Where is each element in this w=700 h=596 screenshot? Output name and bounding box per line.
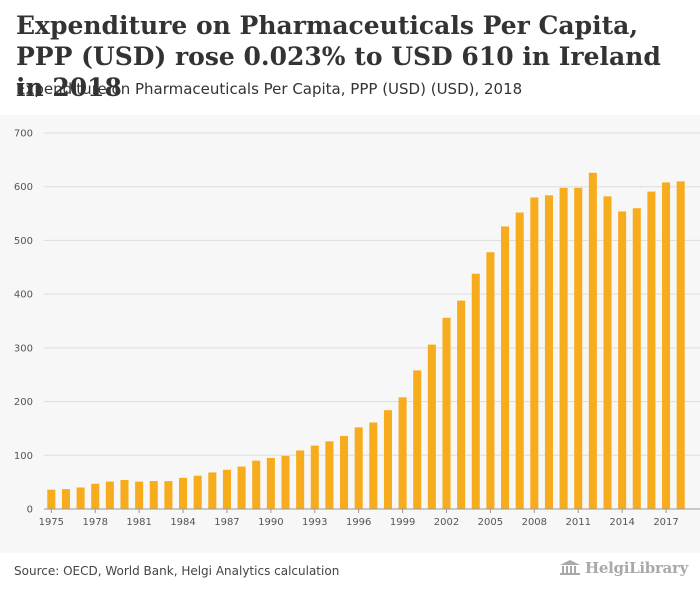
x-tick-label: 1993: [302, 517, 327, 528]
y-tick-label: 700: [14, 129, 33, 140]
bar-2013[interactable]: [603, 196, 612, 509]
x-axis-ticks: 1975 1978 1981 1984 1987 1990 1993 1996 1999 2002…: [39, 508, 700, 528]
chart-title: Expenditure on Pharmaceuticals Per Capit…: [16, 11, 661, 102]
bar-1996[interactable]: [354, 427, 363, 509]
bar-2012[interactable]: [588, 172, 597, 509]
bar-1981[interactable]: [135, 481, 144, 509]
bar-1987[interactable]: [222, 469, 231, 509]
bar-1976[interactable]: [61, 489, 70, 509]
x-tick-label: 1990: [258, 517, 283, 528]
bar-2000[interactable]: [413, 370, 422, 509]
bars: [47, 172, 685, 510]
bar-2010[interactable]: [559, 187, 568, 509]
y-tick-label: 0: [27, 505, 33, 516]
bar-1998[interactable]: [383, 410, 392, 509]
x-tick-label: 2002: [434, 517, 459, 528]
plot-area: 0 100 200 300 400 500 600 700 1975 1978 1981 1984 1…: [0, 115, 700, 553]
bar-2007[interactable]: [515, 212, 524, 510]
bar-1997[interactable]: [369, 422, 378, 509]
y-tick-label: 400: [14, 290, 33, 301]
bar-1982[interactable]: [149, 481, 158, 509]
x-tick-label: 1981: [126, 517, 151, 528]
bar-2011[interactable]: [574, 187, 583, 509]
bar-1999[interactable]: [398, 397, 407, 509]
bar-2003[interactable]: [457, 300, 466, 509]
y-tick-label: 200: [14, 397, 33, 408]
x-tick-label: 2011: [566, 517, 591, 528]
library-building-icon: [560, 560, 581, 575]
bar-1985[interactable]: [193, 475, 202, 509]
bar-1992[interactable]: [296, 450, 305, 509]
x-tick-label: 2017: [653, 517, 678, 528]
bar-2015[interactable]: [632, 208, 641, 509]
bar-1989[interactable]: [252, 460, 261, 509]
bar-1983[interactable]: [164, 481, 173, 509]
bar-1979[interactable]: [105, 481, 114, 509]
bar-2005[interactable]: [486, 252, 495, 509]
bar-2001[interactable]: [427, 344, 436, 509]
x-tick-label: 1987: [214, 517, 239, 528]
bar-2018[interactable]: [676, 181, 685, 509]
y-axis-ticks: 0 100 200 300 400 500 600 700: [14, 129, 33, 516]
helgilibrary-logo[interactable]: HelgiLibrary: [559, 559, 688, 577]
x-tick-label: 1975: [39, 517, 64, 528]
bar-1994[interactable]: [325, 441, 334, 509]
bar-1978[interactable]: [91, 483, 100, 509]
y-tick-label: 100: [14, 451, 33, 462]
bar-2016[interactable]: [647, 191, 656, 510]
x-tick-label: 1999: [390, 517, 415, 528]
x-tick-label: 1978: [83, 517, 108, 528]
logo-text: HelgiLibrary: [585, 559, 688, 577]
y-tick-label: 500: [14, 236, 33, 247]
bar-1991[interactable]: [281, 455, 290, 509]
chart-subtitle: Expenditure on Pharmaceuticals Per Capit…: [16, 80, 523, 98]
bar-2009[interactable]: [544, 195, 553, 509]
bar-2002[interactable]: [442, 317, 451, 509]
bar-2006[interactable]: [501, 226, 510, 509]
chart-header: Expenditure on Pharmaceuticals Per Capit…: [0, 0, 700, 115]
bar-1990[interactable]: [266, 457, 275, 509]
x-tick-label: 1996: [346, 517, 371, 528]
bar-2004[interactable]: [471, 273, 480, 509]
y-tick-label: 300: [14, 343, 33, 354]
bar-2014[interactable]: [618, 211, 627, 510]
x-tick-label: 2014: [609, 517, 634, 528]
bar-2008[interactable]: [530, 197, 539, 509]
bar-1975[interactable]: [47, 489, 56, 509]
bar-1993[interactable]: [310, 445, 319, 509]
x-tick-label: 2008: [522, 517, 547, 528]
x-tick-label: 1984: [170, 517, 195, 528]
source-note: Source: OECD, World Bank, Helgi Analytic…: [14, 564, 340, 578]
bar-1980[interactable]: [120, 479, 129, 509]
bar-1984[interactable]: [179, 477, 188, 509]
y-tick-label: 600: [14, 182, 33, 193]
bar-1986[interactable]: [208, 472, 217, 509]
bar-2017[interactable]: [662, 182, 671, 510]
x-tick-label: 2005: [478, 517, 503, 528]
bar-1995[interactable]: [340, 435, 349, 509]
bar-1977[interactable]: [76, 487, 85, 509]
bar-1988[interactable]: [237, 466, 246, 509]
